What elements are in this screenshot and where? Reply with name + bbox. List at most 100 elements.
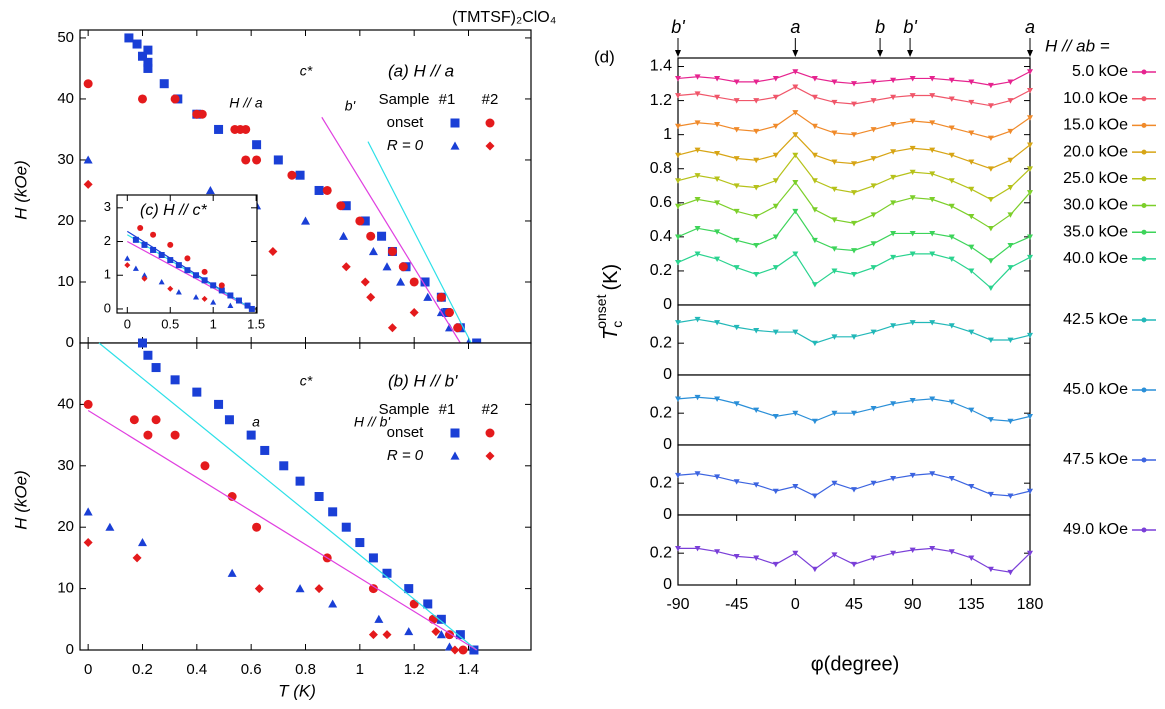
point [909,251,916,257]
point [753,98,760,104]
point [368,246,378,256]
y-tick-label: 0 [663,366,672,383]
point [811,340,818,347]
point [458,645,468,655]
x-tick-label: 0.5 [161,316,179,331]
point [151,415,161,425]
point [772,561,779,568]
point [753,185,760,191]
y-axis-label-part: c [609,321,625,328]
point [870,406,877,412]
direction-arrow-head [877,50,884,57]
point [733,553,740,560]
legend-header: #2 [482,91,499,108]
point [83,79,93,89]
annotation: b' [345,98,357,114]
point [1027,254,1033,261]
point [890,200,897,206]
point [851,161,857,167]
point [150,231,157,238]
point [137,538,147,547]
y-tick-label: 0 [663,296,672,313]
plot-frame [677,374,1031,446]
point [890,231,897,237]
point [948,96,955,102]
fit-line [321,116,461,344]
y-tick-label: 0.6 [650,194,672,211]
point [170,430,180,440]
point [1027,413,1033,420]
point [909,320,916,326]
point [929,93,936,99]
point [1027,69,1033,75]
annotation: a [252,414,260,430]
point [714,150,721,157]
point [811,418,818,425]
point [382,568,392,578]
legend-label: 30.0 kOe [1063,197,1128,214]
point [675,203,681,210]
point [714,94,721,101]
point [423,292,433,301]
axis-direction-label: b' [671,17,685,37]
legend-row-label: R = 0 [387,447,424,464]
point [124,262,131,269]
y-tick-label: 1.4 [650,58,672,75]
point [753,79,760,85]
point [170,375,180,385]
point [1007,128,1014,135]
annotation: H // b' [354,414,391,430]
point [374,614,384,623]
point [675,152,681,159]
point [968,99,975,106]
point [341,522,351,532]
point [772,488,779,495]
point [753,328,760,334]
point [948,476,955,482]
point [851,271,857,278]
point [328,599,338,608]
point [714,256,721,263]
point [193,294,200,300]
legend-row-label: R = 0 [387,137,424,154]
y-tick-label: 20 [57,212,74,229]
point [811,123,818,130]
point [987,258,994,264]
point [772,94,779,101]
point [831,99,838,106]
point [792,208,799,215]
point [811,76,818,82]
point [792,329,799,336]
x-tick-label: 1.5 [247,316,265,331]
point [929,396,936,402]
point [948,77,955,84]
point [143,63,153,73]
point [218,282,225,289]
point [831,410,838,417]
point [929,171,936,177]
fit-line [367,141,472,344]
point [694,120,701,126]
point [143,45,153,55]
point [714,229,721,235]
point [851,248,857,254]
point [831,217,838,223]
plot-frame [79,342,532,651]
point [455,630,465,640]
point [368,553,378,563]
point [870,98,877,104]
point [753,128,760,135]
annotation: c* [300,373,313,389]
point [83,399,93,409]
point [436,292,446,302]
point [336,201,346,211]
legend-dot [1141,176,1147,182]
point [772,413,779,420]
point [811,493,818,499]
point [851,410,857,417]
point [987,491,994,498]
point [792,110,799,116]
legend-marker [485,451,495,461]
x-tick-label: 1.2 [404,661,425,678]
y-tick-label: 1 [663,126,672,143]
